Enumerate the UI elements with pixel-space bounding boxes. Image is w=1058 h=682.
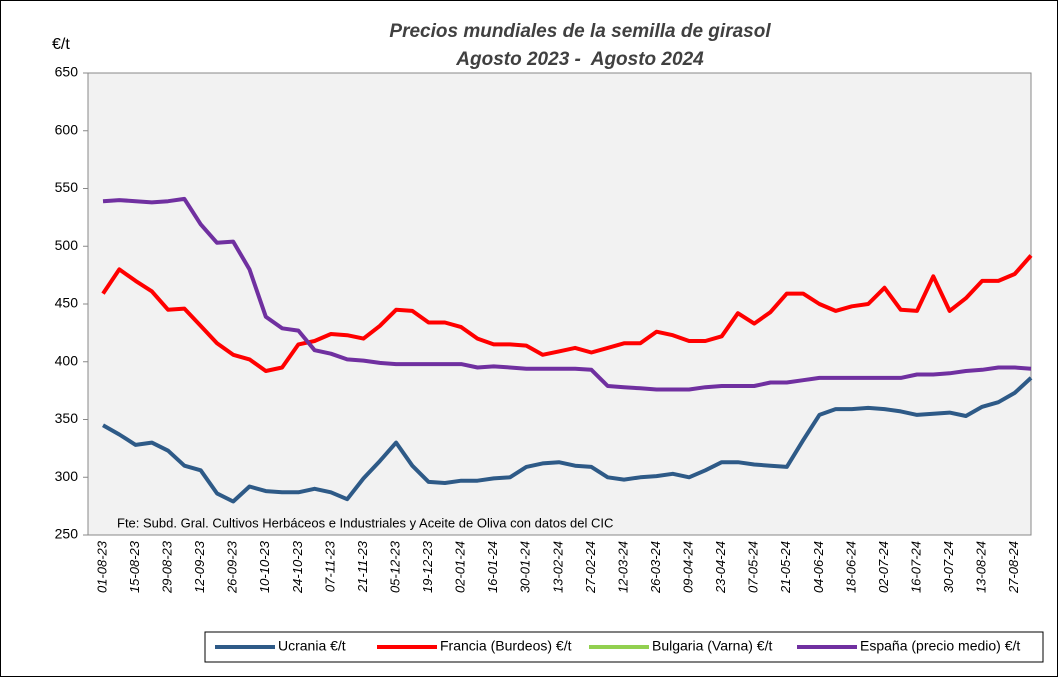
x-tick-label: 12-03-24 xyxy=(615,541,630,593)
x-tick-label: 13-02-24 xyxy=(550,541,565,593)
y-tick-label: 250 xyxy=(55,526,79,542)
x-tick-label: 21-05-24 xyxy=(778,541,793,594)
series-line xyxy=(102,376,1033,504)
y-tick-label: 550 xyxy=(55,179,79,195)
x-tick-label: 24-10-23 xyxy=(290,540,305,594)
x-tick-label: 12-09-23 xyxy=(192,540,207,593)
series-line xyxy=(102,196,1032,392)
y-tick-label: 300 xyxy=(55,468,79,484)
chart-title: Precios mundiales de la semilla de giras… xyxy=(389,21,771,42)
x-tick-label: 30-01-24 xyxy=(518,541,533,593)
y-axis-label: €/t xyxy=(52,36,70,53)
x-tick-label: 15-08-23 xyxy=(127,540,142,593)
plot-area xyxy=(87,72,1032,536)
x-tick-label: 30-07-24 xyxy=(941,541,956,593)
legend-label: España (precio medio) €/t xyxy=(860,638,1020,654)
x-tick-label: 18-06-24 xyxy=(843,541,858,593)
legend-label: Francia (Burdeos) €/t xyxy=(440,638,572,654)
x-tick-label: 02-01-24 xyxy=(453,541,468,593)
x-tick-label: 27-02-24 xyxy=(583,541,598,594)
y-tick-label: 450 xyxy=(55,295,79,311)
x-tick-label: 01-08-23 xyxy=(94,540,109,593)
x-tick-label: 10-10-23 xyxy=(257,540,272,593)
x-tick-label: 07-11-23 xyxy=(322,540,337,592)
x-tick-label: 23-04-24 xyxy=(713,541,728,594)
x-tick-label: 04-06-24 xyxy=(811,541,826,593)
y-tick-label: 500 xyxy=(55,237,79,253)
x-tick-label: 21-11-23 xyxy=(355,540,370,593)
x-tick-label: 26-03-24 xyxy=(648,541,663,594)
x-tick-label: 02-07-24 xyxy=(876,541,891,593)
x-tick-label: 26-09-23 xyxy=(225,540,240,594)
chart-subtitle: Agosto 2023 - Agosto 2024 xyxy=(455,49,704,70)
x-tick-label: 19-12-23 xyxy=(420,540,435,593)
x-tick-label: 16-07-24 xyxy=(908,541,923,593)
legend-label: Ucrania €/t xyxy=(278,638,346,654)
x-tick-label: 13-08-24 xyxy=(974,541,989,593)
y-tick-label: 400 xyxy=(55,352,79,368)
x-tick-label: 29-08-23 xyxy=(160,540,175,594)
annotation: Fte: Subd. Gral. Cultivos Herbáceos e In… xyxy=(117,515,613,530)
x-tick-label: 05-12-23 xyxy=(387,540,402,593)
y-tick-label: 600 xyxy=(55,121,79,137)
series-line xyxy=(101,254,1033,373)
y-tick-label: 650 xyxy=(55,64,79,80)
x-tick-label: 07-05-24 xyxy=(746,541,761,593)
y-tick-label: 350 xyxy=(55,410,79,426)
x-tick-label: 09-04-24 xyxy=(681,541,696,593)
legend-label: Bulgaria (Varna) €/t xyxy=(652,638,772,654)
x-tick-label: 27-08-24 xyxy=(1006,541,1021,594)
x-tick-label: 16-01-24 xyxy=(485,541,500,593)
